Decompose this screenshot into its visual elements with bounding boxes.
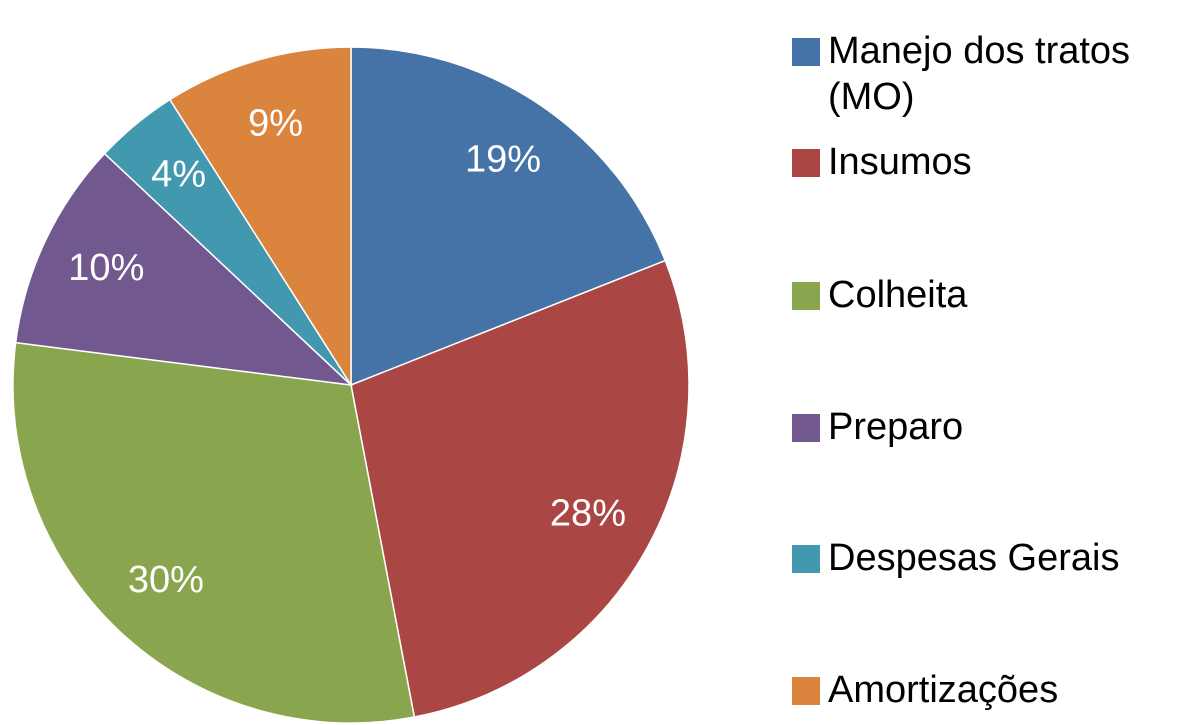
legend-label: Colheita	[828, 274, 968, 316]
pie-area: 19% 28% 30% 10% 4% 9%	[12, 46, 690, 724]
legend-item: Despesas Gerais	[792, 535, 1187, 581]
legend-swatch	[792, 149, 820, 177]
pie-slice	[12, 341, 416, 724]
pie-slice	[350, 46, 667, 387]
legend-item: Preparo	[792, 404, 1187, 450]
legend-item: Manejo dos tratos (MO)	[792, 28, 1187, 120]
legend-label: Amortizações	[828, 669, 1059, 711]
legend-swatch	[792, 38, 820, 66]
legend-item: Amortizações	[792, 667, 1187, 713]
legend-swatch	[792, 677, 820, 705]
data-label: 30%	[128, 559, 204, 601]
data-label: 4%	[151, 154, 206, 196]
legend-label: Preparo	[828, 406, 964, 448]
legend-label: Manejo dos tratos (MO)	[828, 30, 1131, 118]
legend-swatch	[792, 414, 820, 442]
data-label: 28%	[550, 492, 626, 534]
legend-item: Colheita	[792, 272, 1187, 318]
legend-swatch	[792, 282, 820, 310]
legend-swatch	[792, 545, 820, 573]
legend-label: Insumos	[828, 141, 972, 183]
data-label: 19%	[465, 138, 541, 180]
data-label: 9%	[248, 102, 303, 144]
legend-item: Insumos	[792, 139, 1187, 185]
data-label: 10%	[68, 247, 144, 289]
legend-label: Despesas Gerais	[828, 537, 1120, 579]
pie-slice	[350, 259, 690, 718]
pie-slice	[14, 152, 354, 387]
pie-slice	[168, 46, 352, 388]
